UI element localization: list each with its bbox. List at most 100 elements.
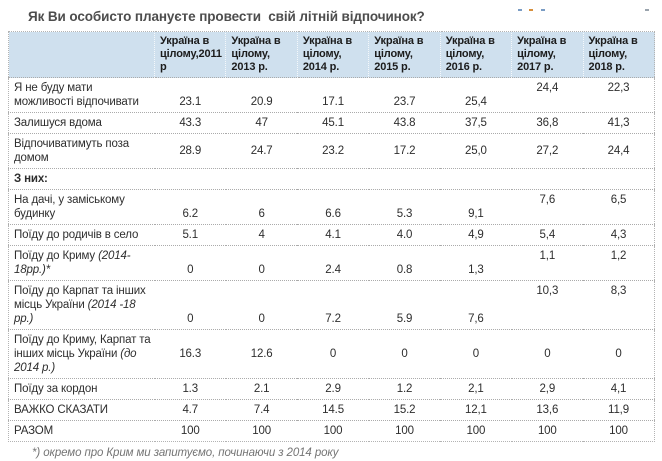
value-cell: 7,6 — [468, 313, 484, 325]
row-label-text: Поїду до Криму, Карпат та інших місць Ук… — [14, 334, 151, 360]
row-label-text: Поїду за кордон — [14, 383, 98, 395]
table-row: ВАЖКО СКАЗАТИ 4.7 7.4 14.5 15.2 12,1 13,6 11,9 — [8, 399, 655, 421]
value-cell: 100 — [609, 425, 628, 437]
value-cell: 45.1 — [322, 117, 344, 129]
value-cell — [512, 169, 583, 190]
value-cell: 16.3 — [179, 348, 202, 360]
clipped-content-fragment — [518, 9, 522, 11]
value-cell: 7.2 — [325, 313, 341, 325]
value-cell: 9,1 — [468, 208, 484, 220]
value-cell: 5.3 — [396, 208, 413, 220]
clipped-content-fragment — [541, 9, 545, 11]
value-cell: 2.9 — [325, 383, 341, 395]
value-cell: 100 — [323, 425, 343, 437]
table-row: Я не буду мати можливості відпочивати 23.… — [8, 77, 655, 113]
value-cell: 43.8 — [393, 117, 416, 129]
table-row: Відпочиватимуть поза домом 28.9 24.7 23.2 17… — [8, 133, 655, 169]
value-cell: 24,4 — [536, 82, 559, 94]
row-label-note: (2014 -18 рр.) — [14, 299, 136, 325]
value-cell — [583, 169, 654, 190]
row-label: Відпочиватимуть поза домом — [9, 134, 155, 169]
column-header: Україна в цілому, 2015 р. — [368, 31, 441, 78]
table-row: Поїду за кордон 1.3 2.1 2.9 1.2 2,1 2,9 4,1 — [8, 378, 655, 400]
table-header: Україна в цілому,2011 р Україна в цілому,… — [8, 31, 655, 78]
value-cell: 100 — [252, 425, 271, 437]
value-cell: 7,6 — [539, 194, 556, 206]
value-cell: 8,3 — [610, 285, 627, 297]
row-label-text: З них: — [14, 173, 48, 185]
column-header: Україна в цілому, 2013 р. — [225, 31, 298, 78]
row-label: Поїду за кордон — [9, 379, 155, 400]
value-cell: 1.3 — [182, 383, 198, 395]
value-cell: 23.7 — [393, 96, 416, 108]
value-cell: 17.1 — [322, 96, 344, 108]
value-cell: 4.7 — [182, 404, 198, 416]
row-label: Поїду до Карпат та інших місць України (… — [9, 281, 155, 330]
footnote: *) окремо про Крим ми запитуємо, починаю… — [32, 447, 339, 459]
row-label: На дачі, у заміському будинку — [9, 190, 155, 225]
column-header: Україна в цілому, 2014 р. — [296, 31, 369, 78]
row-label: Залишуся вдома — [9, 113, 155, 134]
value-cell: 36,8 — [536, 117, 559, 129]
value-cell — [226, 169, 297, 190]
value-cell: 0 — [187, 313, 194, 325]
row-label: Поїду до Криму, Карпат та інших місць Ук… — [9, 330, 155, 379]
value-cell — [297, 169, 368, 190]
row-label-text: Поїду до Криму — [14, 250, 99, 262]
value-cell: 14.5 — [322, 404, 344, 416]
value-cell: 22,3 — [607, 82, 630, 94]
value-cell: 6.6 — [325, 208, 341, 220]
value-cell: 27,2 — [536, 145, 559, 157]
value-cell: 5.9 — [396, 313, 413, 325]
value-cell: 47 — [255, 117, 268, 129]
value-cell: 43.3 — [179, 117, 202, 129]
page-title: Як Ви особисто плануєте провести свій лі… — [28, 9, 425, 24]
clipped-content-fragment — [529, 9, 533, 11]
value-cell: 28.9 — [179, 145, 202, 157]
value-cell: 11,9 — [608, 404, 629, 416]
value-cell: 6,5 — [610, 194, 627, 206]
value-cell: 2.4 — [325, 264, 341, 276]
value-cell: 20.9 — [250, 96, 273, 108]
value-cell: 23.1 — [179, 96, 202, 108]
corner-cell — [8, 31, 155, 78]
value-cell: 23.2 — [322, 145, 344, 157]
value-cell: 4.0 — [396, 229, 413, 241]
value-cell: 25,0 — [465, 145, 487, 157]
value-cell: 4,1 — [610, 383, 627, 395]
value-cell: 0.8 — [396, 264, 413, 276]
row-label-text: Залишуся вдома — [14, 117, 102, 129]
value-cell: 12.6 — [250, 348, 273, 360]
value-cell: 4,9 — [468, 229, 484, 241]
row-label-note: (до 2014 р.) — [14, 348, 137, 374]
table-row: Поїду до Криму (2014-18рр.)* 0 0 2.4 0.8 1,3 1… — [8, 245, 655, 281]
value-cell: 15.2 — [393, 404, 416, 416]
row-label: РАЗОМ — [9, 421, 155, 442]
value-cell: 0 — [329, 348, 337, 360]
value-cell: 6.2 — [182, 208, 198, 220]
value-cell: 4,3 — [610, 229, 627, 241]
value-cell — [440, 169, 511, 190]
value-cell: 100 — [395, 425, 414, 437]
value-cell: 100 — [180, 425, 200, 437]
value-cell: 4 — [258, 229, 265, 241]
row-label: Поїду до Криму (2014-18рр.)* — [9, 246, 155, 281]
row-label-text: Відпочиватимуть поза домом — [14, 138, 129, 164]
table-row: Поїду до Криму, Карпат та інших місць Ук… — [8, 329, 655, 379]
row-label-text: На дачі, у заміському будинку — [14, 194, 125, 220]
value-cell: 24.7 — [250, 145, 273, 157]
value-cell: 41,3 — [607, 117, 630, 129]
value-cell: 4.1 — [325, 229, 341, 241]
row-label: Я не буду мати можливості відпочивати — [9, 78, 155, 113]
value-cell: 1,1 — [539, 250, 556, 262]
table-row: Поїду до Карпат та інших місць України (… — [8, 280, 655, 330]
row-label-text: Поїду до Карпат та інших місць України — [14, 285, 146, 311]
value-cell: 13,6 — [536, 404, 559, 416]
value-cell: 17.2 — [393, 145, 416, 157]
value-cell: 2,9 — [539, 383, 556, 395]
value-cell: 24,4 — [607, 145, 630, 157]
row-label-text: РАЗОМ — [14, 425, 54, 437]
value-cell: 10,3 — [536, 285, 559, 297]
value-cell: 0 — [544, 348, 551, 360]
row-label-note: (2014-18рр.)* — [14, 250, 131, 276]
